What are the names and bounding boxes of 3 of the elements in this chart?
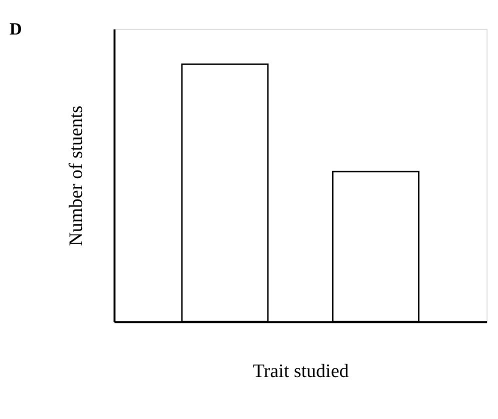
x-axis-title: Trait studied — [252, 361, 350, 382]
y-axis-title: Number of stuents — [66, 106, 88, 246]
chart-title: D — [10, 20, 22, 39]
